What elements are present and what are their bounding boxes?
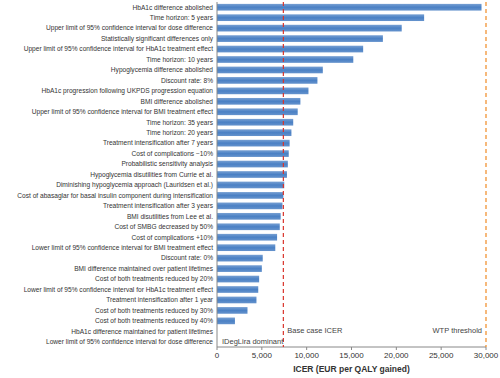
category-label: Cost of complications −10%	[131, 150, 213, 158]
bar	[217, 318, 235, 325]
category-label: HbA1c difference abolished	[132, 4, 213, 11]
category-label: Treatment intensification after 1 year	[106, 296, 214, 304]
bar	[217, 25, 402, 32]
category-label: Discount rate: 8%	[161, 77, 213, 84]
bar	[217, 67, 323, 74]
tick	[486, 347, 487, 350]
bar	[217, 265, 262, 272]
bar	[217, 171, 287, 178]
annotation: IDegLira dominant	[222, 337, 284, 346]
category-label: Cost of complications +10%	[131, 234, 213, 242]
tick-label: 20,000	[384, 351, 409, 360]
category-label: Upper limit of 95% confidence interval f…	[32, 108, 213, 116]
category-label: Treatment intensification after 7 years	[103, 139, 214, 147]
tick-label: 5,000	[252, 351, 273, 360]
bar	[217, 244, 275, 251]
category-label: Discount rate: 0%	[161, 254, 213, 261]
tick	[441, 347, 442, 350]
y-axis	[217, 2, 218, 347]
tick	[217, 347, 218, 350]
axis-title: ICER (EUR per QALY gained)	[293, 364, 410, 374]
category-label: Time horizon: 10 years	[146, 56, 214, 64]
category-label: Diminishing hypoglycemia approach (Lauri…	[56, 181, 213, 189]
category-label: Upper limit of 95% confidence interval f…	[24, 45, 214, 53]
bar	[217, 192, 283, 199]
category-label: Hypoglycemia difference abolished	[111, 66, 213, 74]
reference-line	[485, 2, 486, 347]
category-label: BMI disutilities from Lee et al.	[127, 213, 213, 220]
bar	[217, 98, 300, 105]
bar	[217, 161, 288, 168]
bar	[217, 286, 258, 293]
category-label: Upper limit of 95% confidence interval f…	[46, 24, 213, 32]
bar	[217, 307, 247, 314]
reference-line	[283, 2, 284, 347]
bar	[217, 234, 277, 241]
bar	[217, 213, 281, 220]
tick	[306, 347, 307, 350]
bar	[217, 223, 280, 230]
category-label: Probabilistic sensitivity analysis	[121, 160, 213, 168]
tick-label: 30,000	[474, 351, 499, 360]
category-label: Cost of both treatments reduced by 40%	[95, 317, 213, 325]
category-label: Cost of both treatments reduced by 20%	[95, 275, 213, 283]
tick-label: 15,000	[339, 351, 364, 360]
tick	[351, 347, 352, 350]
category-label: Cost of abasaglar for basal insulin comp…	[17, 192, 213, 200]
bar	[217, 119, 293, 126]
bar	[217, 129, 291, 136]
reference-label: Base case ICER	[287, 326, 343, 335]
bar	[217, 255, 263, 262]
bar	[217, 77, 317, 84]
category-label: Cost of SMBG decreased by 50%	[114, 223, 213, 231]
tick-label: 25,000	[429, 351, 454, 360]
category-label: Hypoglycemia disutilities from Currie et…	[90, 171, 213, 179]
bar	[217, 46, 363, 53]
category-label: Lower limit of 95% confidence interval f…	[24, 286, 214, 293]
category-label: Lower limit of 95% confidence interval f…	[32, 244, 213, 251]
category-label: BMI difference maintained over patient l…	[74, 265, 213, 273]
category-label: HbA1c progression following UKPDS progre…	[41, 87, 213, 95]
category-label: Time horizon: 20 years	[146, 129, 214, 137]
category-label: Cost of both treatments reduced by 30%	[95, 307, 213, 315]
bar	[217, 35, 383, 42]
bars	[217, 4, 482, 324]
bar	[217, 14, 424, 21]
tick	[261, 347, 262, 350]
bar	[217, 88, 308, 95]
category-label: HbA1c difference maintained for patient …	[71, 328, 213, 336]
tick	[396, 347, 397, 350]
category-label: Lower limit of 95% confidence interval f…	[46, 338, 213, 345]
tick-label: 0	[215, 351, 220, 360]
category-label: Statistically significant differences on…	[101, 35, 214, 43]
bar	[217, 56, 353, 63]
bar	[217, 182, 284, 189]
bar	[217, 4, 482, 11]
bar	[217, 140, 290, 147]
reference-label: WTP threshold	[433, 326, 482, 335]
category-label: Time horizon: 35 years	[146, 119, 214, 127]
bar	[217, 297, 256, 304]
category-label: Time horizon: 5 years	[150, 14, 214, 22]
category-label: BMI difference abolished	[141, 98, 214, 105]
category-label: Treatment intensification after 3 years	[103, 202, 214, 210]
bar	[217, 108, 298, 115]
chart: HbA1c difference abolished Time horizon: …	[0, 0, 500, 378]
bar	[217, 150, 289, 157]
bar	[217, 203, 282, 210]
bar	[217, 276, 259, 283]
tick-label: 10,000	[294, 351, 319, 360]
